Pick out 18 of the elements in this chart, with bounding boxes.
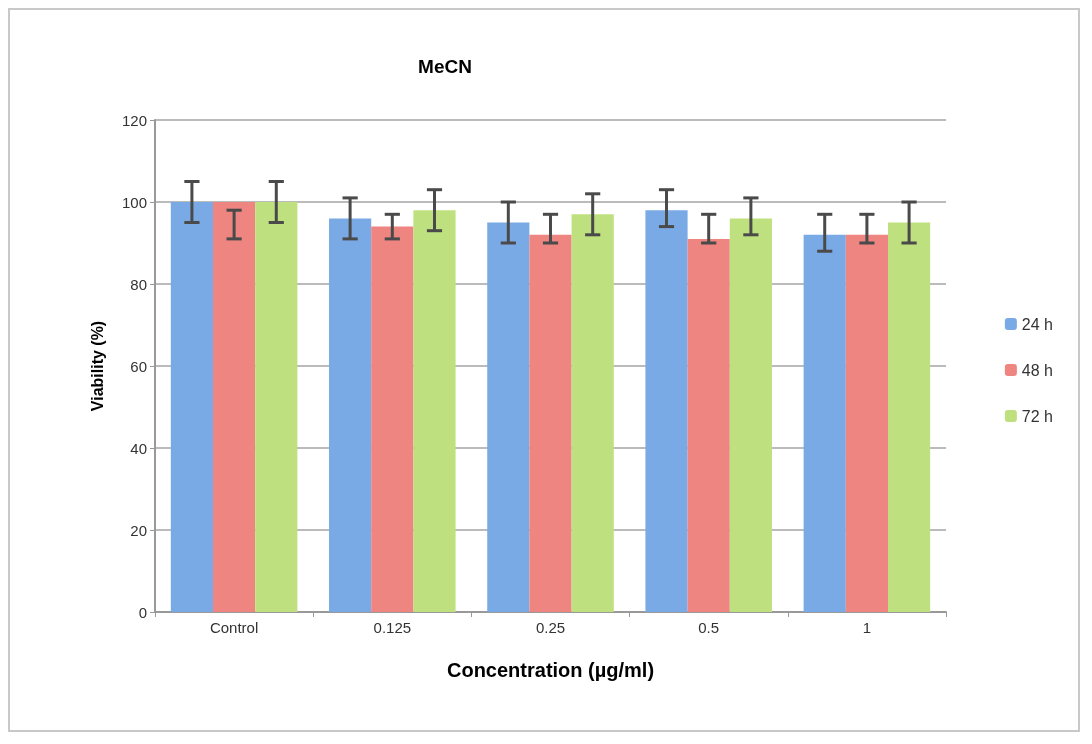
legend-label: 24 h <box>1021 315 1053 333</box>
chart-title: MeCN <box>418 56 472 77</box>
y-tick-label: 0 <box>138 603 147 621</box>
x-axis-title: Concentration (µg/ml) <box>446 659 655 681</box>
y-tick-label: 120 <box>121 111 147 129</box>
y-tick-label: 60 <box>130 357 147 375</box>
x-tick-label: 1 <box>862 619 872 636</box>
legend-label: 72 h <box>1021 407 1053 425</box>
y-tick-label: 40 <box>130 439 147 457</box>
x-tick-label: 0.125 <box>373 619 412 636</box>
x-tick-label: Control <box>209 619 259 636</box>
legend-label: 48 h <box>1021 361 1053 379</box>
x-tick-label: 0.25 <box>535 619 566 636</box>
x-tick-label: 0.5 <box>698 619 720 636</box>
y-tick-label: 20 <box>130 521 147 539</box>
y-tick-label: 100 <box>121 193 147 211</box>
y-axis-title: Viability (%) <box>88 320 106 412</box>
y-tick-label: 80 <box>130 275 147 293</box>
